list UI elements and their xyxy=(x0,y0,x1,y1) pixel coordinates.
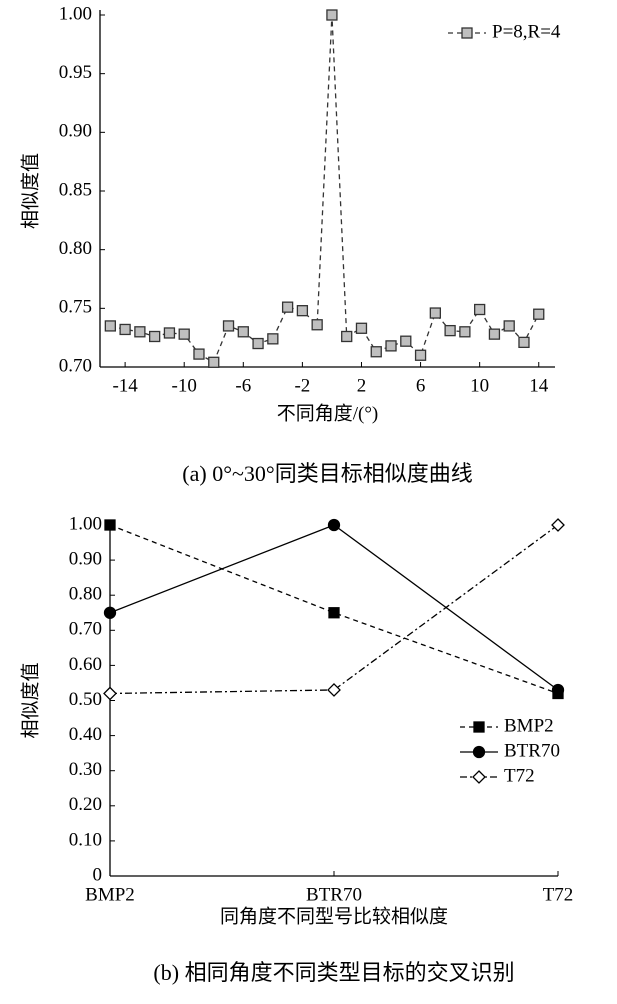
marker xyxy=(533,308,545,320)
marker xyxy=(104,519,116,531)
marker xyxy=(472,770,486,784)
y-axis-label: 相似度值 xyxy=(19,662,41,738)
marker xyxy=(267,333,279,345)
y-tick-label: 1.00 xyxy=(69,513,102,534)
y-tick-label: 0.60 xyxy=(69,654,102,675)
marker xyxy=(488,328,501,340)
x-tick-label: -2 xyxy=(294,375,310,396)
marker xyxy=(326,9,338,21)
x-tick-label: -10 xyxy=(172,375,197,396)
y-tick-label: 0.10 xyxy=(69,829,102,850)
marker xyxy=(459,326,471,338)
marker xyxy=(503,320,515,332)
y-tick-label: 0.85 xyxy=(59,179,92,200)
x-tick-label: 10 xyxy=(470,375,489,396)
y-tick-label: 0.70 xyxy=(69,619,102,640)
marker xyxy=(341,330,353,343)
marker xyxy=(119,323,131,336)
marker xyxy=(474,303,486,316)
marker xyxy=(429,307,441,319)
y-tick-label: 0.30 xyxy=(69,759,102,780)
marker xyxy=(328,607,340,619)
marker xyxy=(134,326,146,338)
y-tick-label: 0.70 xyxy=(59,355,92,376)
y-tick-label: 1.00 xyxy=(59,3,92,24)
marker xyxy=(163,327,176,339)
y-tick-label: 0.50 xyxy=(69,689,102,710)
marker xyxy=(444,324,456,337)
x-tick-label: 14 xyxy=(529,375,549,396)
marker xyxy=(103,686,117,701)
marker xyxy=(551,683,565,697)
marker xyxy=(473,721,485,733)
marker xyxy=(327,518,341,532)
x-axis-label: 不同角度/(°) xyxy=(277,402,379,424)
marker xyxy=(311,319,323,331)
y-tick-label: 0.80 xyxy=(59,238,92,259)
y-tick-label: 0.95 xyxy=(59,62,92,83)
y-tick-label: 0.80 xyxy=(69,584,102,605)
legend-label: T72 xyxy=(504,765,535,786)
marker xyxy=(208,356,220,368)
caption: (b) 相同角度不同类型目标的交叉识别 xyxy=(153,960,514,985)
series-line xyxy=(109,524,559,695)
marker xyxy=(472,745,486,759)
y-tick-label: 0.40 xyxy=(69,724,102,745)
marker xyxy=(385,340,397,352)
caption: (a) 0°~30°同类目标相似度曲线 xyxy=(182,461,472,486)
marker xyxy=(103,606,117,619)
marker xyxy=(149,330,161,343)
marker xyxy=(252,337,264,350)
y-tick-label: 0.90 xyxy=(69,548,102,569)
x-tick-label: 6 xyxy=(416,375,426,396)
marker xyxy=(237,326,249,338)
x-axis-label: 同角度不同型号比较相似度 xyxy=(220,905,448,927)
marker xyxy=(281,301,294,313)
marker xyxy=(461,27,473,39)
legend-label: P=8,R=4 xyxy=(492,21,561,42)
x-tick-label: -6 xyxy=(235,375,251,396)
y-tick-label: 0.90 xyxy=(59,121,92,142)
marker xyxy=(400,335,412,347)
series-line xyxy=(109,524,559,695)
marker xyxy=(551,518,565,532)
legend-label: BMP2 xyxy=(504,715,554,736)
x-tick-label: BTR70 xyxy=(306,884,362,905)
marker xyxy=(327,683,341,697)
marker xyxy=(355,322,368,334)
x-tick-label: 2 xyxy=(357,375,367,396)
y-axis-label: 相似度值 xyxy=(19,153,41,229)
marker xyxy=(518,336,530,349)
marker xyxy=(296,305,309,317)
legend-label: BTR70 xyxy=(504,740,560,761)
marker xyxy=(414,349,427,361)
marker xyxy=(104,320,116,332)
x-tick-label: T72 xyxy=(543,884,574,905)
marker xyxy=(222,320,235,332)
y-tick-label: 0.20 xyxy=(69,794,102,815)
marker xyxy=(178,328,190,340)
marker xyxy=(193,348,205,360)
y-tick-label: 0 xyxy=(93,864,103,885)
marker xyxy=(370,346,382,358)
x-tick-label: -14 xyxy=(112,375,138,396)
x-tick-label: BMP2 xyxy=(85,884,135,905)
y-tick-label: 0.75 xyxy=(59,297,92,318)
